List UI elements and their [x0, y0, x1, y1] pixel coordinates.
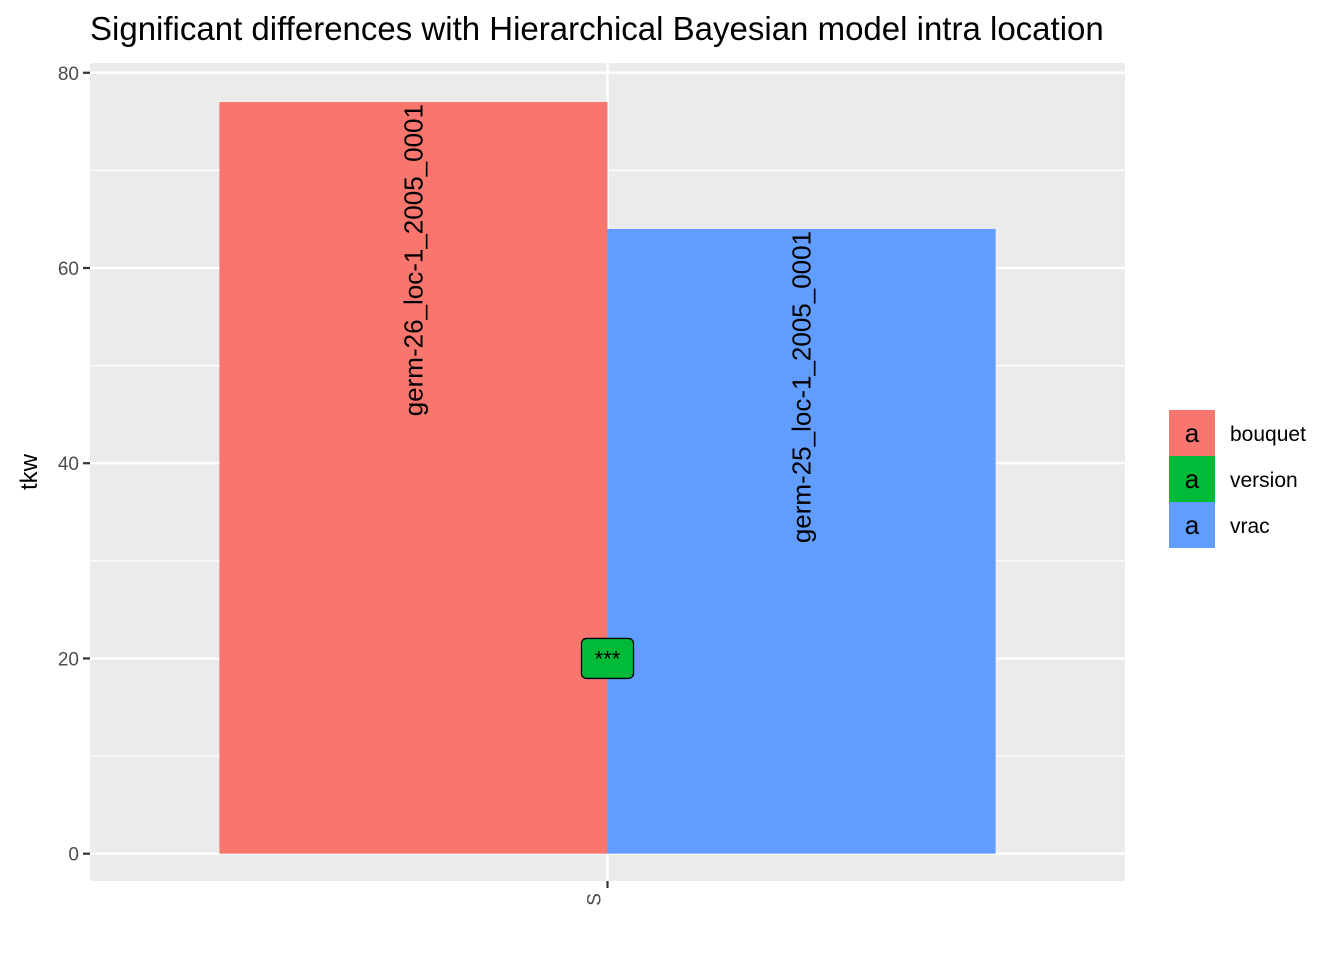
bar-label: germ-25_loc-1_2005_0001 [787, 231, 817, 543]
bar-labels: germ-26_loc-1_2005_0001 germ-25_loc-1_200… [398, 104, 816, 543]
legend-key-glyph: a [1185, 418, 1200, 448]
y-tick-label: 20 [58, 649, 79, 670]
y-tick-label: 0 [68, 845, 79, 866]
legend-label: bouquet [1230, 423, 1306, 446]
y-tick-label: 60 [58, 259, 79, 280]
legend-key-bouquet [1169, 410, 1215, 456]
x-tick-label: S [585, 893, 606, 906]
legend-key-vrac [1169, 502, 1215, 548]
x-axis: S [585, 881, 609, 906]
significance-annotation: *** [580, 637, 635, 680]
bar-bouquet [219, 102, 608, 854]
chart-title: Significant differences with Hierarchica… [90, 10, 1104, 47]
y-tick-label: 80 [58, 64, 79, 85]
bar-vrac [607, 228, 996, 854]
legend-label: vrac [1230, 515, 1270, 538]
legend-label: version [1230, 469, 1298, 492]
legend-key-version [1169, 456, 1215, 502]
legend: a bouquet a version a vrac [1169, 410, 1306, 548]
bar-label: germ-26_loc-1_2005_0001 [398, 104, 428, 416]
legend-key-glyph: a [1185, 510, 1200, 540]
legend-key-glyph: a [1185, 464, 1200, 494]
annotation-box [580, 637, 635, 680]
bars [219, 102, 996, 854]
y-tick-label: 40 [58, 454, 79, 475]
y-axis: 0 20 40 60 80 [58, 64, 90, 866]
annotation-label: *** [595, 646, 621, 671]
y-axis-label: tkw [16, 453, 43, 490]
